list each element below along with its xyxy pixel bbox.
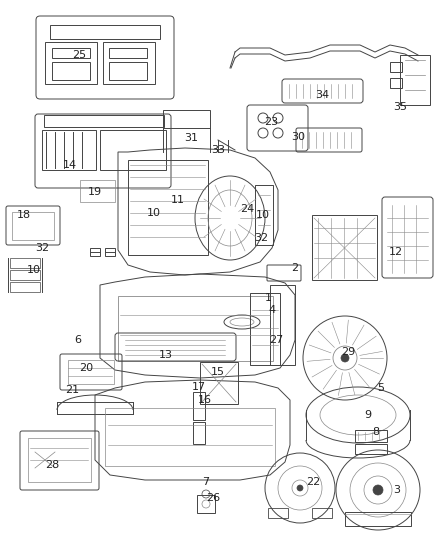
- Text: 30: 30: [291, 132, 305, 142]
- Bar: [128, 160, 208, 255]
- Text: 10: 10: [256, 210, 270, 220]
- Bar: [250, 293, 280, 365]
- Text: 35: 35: [393, 102, 407, 112]
- Bar: [193, 422, 205, 444]
- Text: 7: 7: [202, 477, 209, 487]
- Text: 15: 15: [211, 367, 225, 377]
- Text: 26: 26: [206, 493, 220, 503]
- Text: 19: 19: [88, 187, 102, 197]
- Bar: [10, 258, 40, 268]
- Text: 23: 23: [264, 117, 278, 127]
- Text: 2: 2: [291, 263, 299, 273]
- Text: 18: 18: [17, 210, 31, 220]
- Text: 34: 34: [315, 90, 329, 100]
- Bar: [312, 508, 332, 518]
- Text: 32: 32: [254, 233, 268, 243]
- Bar: [355, 430, 387, 442]
- Text: 28: 28: [45, 460, 59, 470]
- Text: 32: 32: [35, 243, 49, 253]
- Bar: [103, 42, 155, 84]
- Ellipse shape: [373, 485, 383, 495]
- Text: 14: 14: [63, 160, 77, 170]
- Bar: [163, 110, 210, 128]
- Bar: [197, 495, 215, 513]
- Bar: [68, 360, 114, 384]
- Ellipse shape: [297, 485, 303, 491]
- Bar: [50, 25, 160, 39]
- Text: 17: 17: [192, 382, 206, 392]
- Bar: [57, 402, 133, 414]
- Bar: [400, 55, 430, 105]
- Text: 25: 25: [72, 50, 86, 60]
- Bar: [100, 130, 166, 170]
- Bar: [105, 408, 275, 466]
- Text: 3: 3: [393, 485, 400, 495]
- Bar: [90, 248, 100, 256]
- Bar: [52, 62, 90, 80]
- Text: 5: 5: [378, 383, 385, 393]
- Text: 31: 31: [184, 133, 198, 143]
- Bar: [12, 212, 54, 240]
- Text: 16: 16: [198, 395, 212, 405]
- Text: 13: 13: [159, 350, 173, 360]
- Text: 4: 4: [268, 305, 276, 315]
- Bar: [345, 512, 411, 526]
- Bar: [109, 62, 147, 80]
- Bar: [10, 282, 40, 292]
- Bar: [28, 438, 91, 482]
- Bar: [109, 48, 147, 58]
- Bar: [118, 296, 273, 361]
- Text: 12: 12: [389, 247, 403, 257]
- Text: 29: 29: [341, 347, 355, 357]
- Bar: [45, 42, 97, 84]
- Bar: [390, 78, 402, 88]
- Bar: [44, 115, 164, 127]
- Text: 33: 33: [211, 145, 225, 155]
- Bar: [10, 270, 40, 280]
- Text: 20: 20: [79, 363, 93, 373]
- Text: 9: 9: [364, 410, 371, 420]
- Text: 6: 6: [74, 335, 81, 345]
- Text: 21: 21: [65, 385, 79, 395]
- Bar: [193, 392, 205, 420]
- Text: 10: 10: [147, 208, 161, 218]
- Bar: [312, 215, 377, 280]
- Text: 27: 27: [269, 335, 283, 345]
- Bar: [105, 248, 115, 256]
- Text: 1: 1: [265, 293, 272, 303]
- Bar: [52, 48, 90, 58]
- Bar: [355, 444, 387, 454]
- Bar: [200, 362, 238, 404]
- Ellipse shape: [341, 354, 349, 362]
- Text: 10: 10: [27, 265, 41, 275]
- Bar: [390, 62, 402, 72]
- Text: 8: 8: [372, 427, 380, 437]
- Text: 22: 22: [306, 477, 320, 487]
- Bar: [268, 508, 288, 518]
- Bar: [255, 185, 273, 245]
- Text: 24: 24: [240, 204, 254, 214]
- Bar: [80, 180, 115, 202]
- Text: 11: 11: [171, 195, 185, 205]
- Bar: [42, 130, 96, 170]
- Bar: [270, 285, 295, 365]
